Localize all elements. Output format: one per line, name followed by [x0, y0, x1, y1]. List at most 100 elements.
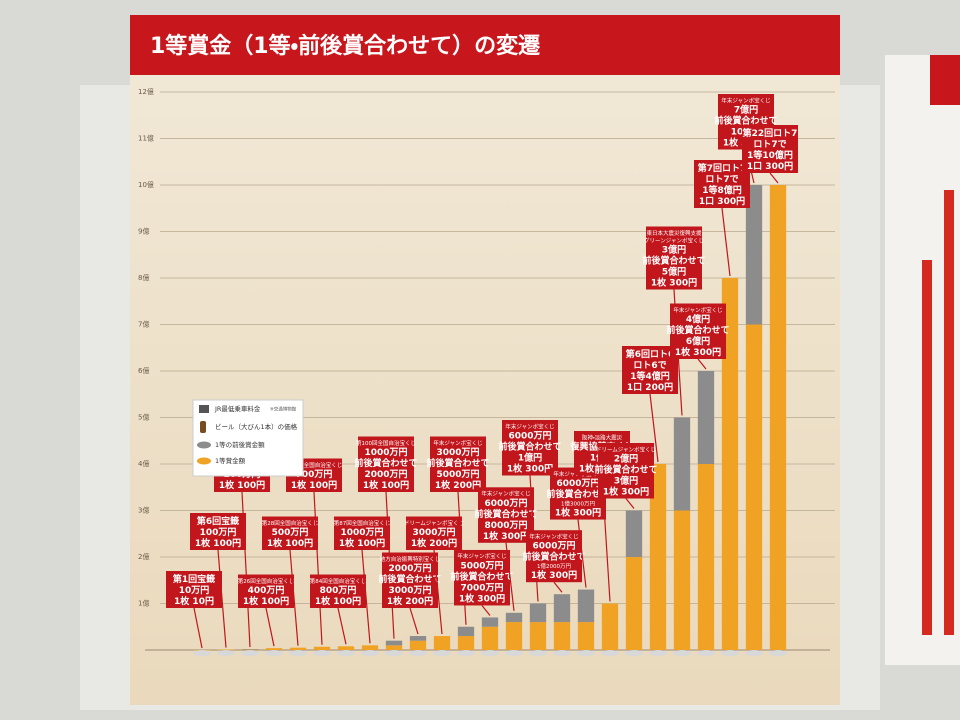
chart-title: 1等賞金（1等・前後賞合わせて）の変遷	[150, 33, 541, 59]
callout-box	[238, 574, 294, 608]
callout-text: 1枚 100円	[291, 479, 337, 491]
callout-text: 年末ジャンボ宝くじ	[673, 306, 722, 314]
legend-label: 1等賞金額	[215, 456, 246, 465]
callout-text: 第28回全国自治宝くじ	[262, 519, 319, 527]
callout-text: 1枚 200円	[435, 479, 481, 491]
bar-segment	[241, 649, 259, 650]
callout-leader	[289, 549, 299, 646]
callout-box	[526, 530, 582, 583]
callout-text: 1枚 300円	[483, 530, 529, 542]
callout-text: 400万円	[248, 585, 285, 596]
callout-text: 1枚 100円	[339, 537, 385, 549]
callout-text: 1口 300円	[747, 161, 793, 172]
callout-text: 1枚 100円	[219, 479, 265, 491]
bar-segment	[361, 645, 379, 650]
bar-base	[264, 650, 284, 656]
callout-text: 3000万円	[436, 447, 479, 458]
bar-segment	[745, 324, 763, 650]
bar-base	[504, 650, 524, 656]
y-tick-label: 4億	[138, 459, 149, 468]
bar-base	[384, 650, 404, 656]
y-tick-label: 3億	[138, 506, 149, 515]
bar-segment	[457, 626, 475, 637]
callout-text: 第7回ロト7	[697, 162, 747, 174]
callout-leader	[265, 607, 275, 647]
bar-base	[240, 650, 260, 656]
callout-leader	[577, 519, 587, 588]
bar-segment	[721, 278, 739, 650]
callout-text: 1枚 300円	[459, 592, 505, 604]
legend-label: ビール（大びん1本）の価格	[215, 422, 298, 431]
callout-text: 地方自治振興特別宝くじ	[380, 555, 441, 563]
callout-text: 1000万円	[340, 527, 383, 538]
callout-box	[454, 549, 510, 606]
bar-base	[456, 650, 476, 656]
y-tick-label: 9億	[138, 227, 149, 236]
bar-segment	[625, 510, 643, 557]
callout-text: 第26回全国自治宝くじ	[238, 577, 295, 585]
callout-text: 第6回宝籤	[196, 515, 239, 527]
legend-label: 1等の前後賞金額	[215, 440, 265, 449]
callout-text: 5億円	[662, 266, 686, 278]
bar-segment	[289, 647, 307, 650]
callout-text: 1枚 300円	[603, 486, 649, 498]
bar-base	[192, 650, 212, 656]
bar-segment	[697, 371, 715, 464]
bar-segment	[673, 510, 691, 650]
callout-leader	[433, 549, 443, 635]
title-bar	[130, 15, 840, 75]
callout-text: 1口 200円	[627, 382, 673, 393]
bar-base	[696, 650, 716, 656]
callout-text: 第22回ロト7	[742, 127, 798, 139]
callout-text: 1000万円	[364, 447, 407, 458]
bar-base	[216, 650, 236, 656]
callout-text: 7000万円	[460, 582, 503, 593]
bar-layer	[192, 185, 788, 656]
callout-leader	[625, 498, 635, 509]
callout-leader	[553, 581, 563, 593]
bar-segment	[409, 640, 427, 650]
callout-text: 1枚 300円	[507, 463, 553, 475]
callout-box	[406, 516, 462, 550]
callout-text: 第100回全国自治宝くじ	[356, 439, 416, 447]
callout-text: ドリームジャンボ宝くじ	[596, 445, 656, 453]
bar-segment	[769, 185, 787, 650]
bar-segment	[649, 464, 667, 650]
callout-leader	[649, 393, 659, 463]
bar-segment	[385, 645, 403, 650]
callout-box	[310, 574, 366, 608]
callout-text: 3000万円	[412, 527, 455, 538]
bar-segment	[553, 622, 571, 650]
callout-text: 年末ジャンボ宝くじ	[457, 552, 506, 560]
bar-segment	[529, 603, 547, 623]
callout-text: 2億円	[614, 453, 638, 465]
bar-base	[360, 650, 380, 656]
callout-text: 1等4億円	[630, 370, 670, 382]
callout-text: 1億3000万円	[561, 499, 595, 507]
legend-note: ※交通博物館	[270, 406, 297, 413]
bar-segment	[481, 626, 499, 650]
callout-box	[622, 346, 678, 394]
callout-text: グリーンジャンボ宝くじ	[644, 236, 704, 244]
callout-text: 1枚 200円	[411, 537, 457, 549]
callout-leader	[697, 358, 707, 370]
bar-segment	[457, 636, 475, 650]
callout-text: 前後賞合わせて	[714, 115, 777, 127]
callout-text: 前後賞合わせて	[426, 457, 489, 469]
callout-text: 1枚 100円	[267, 537, 313, 549]
bar-base	[648, 650, 668, 656]
callout-text: 前後賞合わせて	[666, 324, 729, 336]
callout-text: 1枚 100円	[363, 479, 409, 491]
callout-text: 前後賞合わせて	[354, 457, 417, 469]
callout-text: 1枚 100円	[195, 537, 241, 549]
callout-text: ロト6で	[633, 360, 666, 371]
callout-text: 第84回全国自治宝くじ	[310, 577, 367, 585]
bar-base	[408, 650, 428, 656]
callout-leader	[409, 607, 419, 635]
callout-text: 年末ジャンボ宝くじ	[433, 439, 482, 447]
